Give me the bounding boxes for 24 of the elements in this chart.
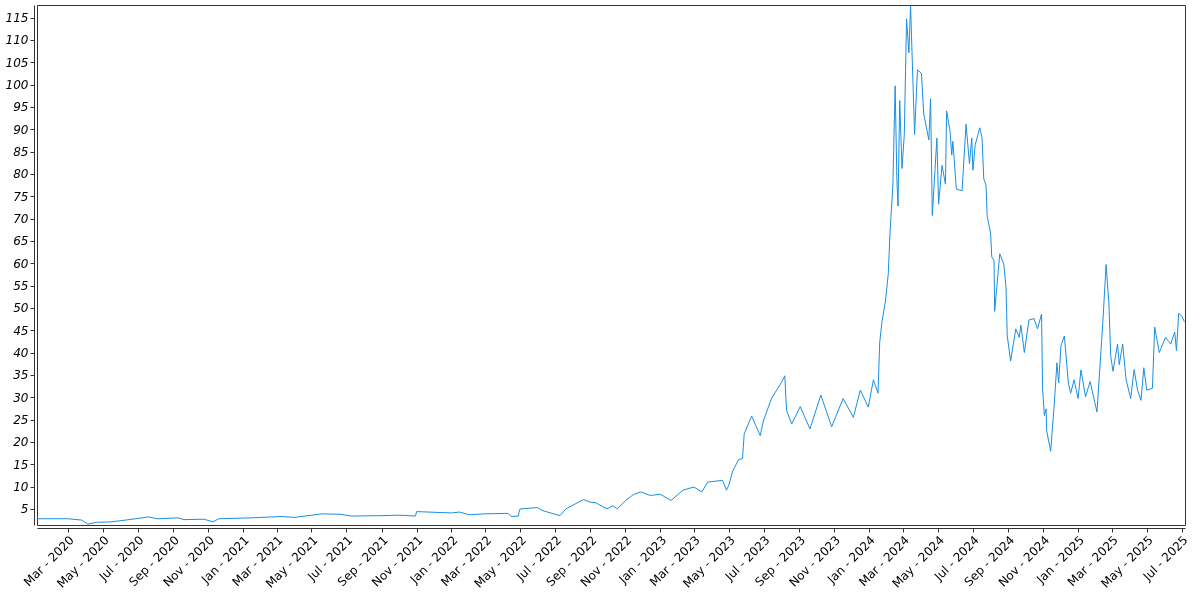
y-tick-label: 80	[13, 167, 29, 182]
y-tick-label: 5	[20, 502, 29, 517]
y-tick-label: 60	[13, 256, 29, 271]
y-tick-label: 85	[13, 145, 29, 160]
y-tick-label: 75	[13, 189, 29, 204]
y-tick-label: 55	[13, 279, 29, 294]
y-tick-label: 50	[13, 301, 29, 316]
y-tick-label: 110	[5, 33, 29, 48]
y-tick-label: 90	[13, 122, 29, 137]
y-tick-label: 115	[5, 11, 29, 26]
y-tick-label: 100	[5, 78, 29, 93]
y-tick-label: 70	[13, 212, 29, 227]
y-tick-label: 40	[13, 346, 29, 361]
y-tick-label: 30	[13, 390, 29, 405]
line-series	[37, 5, 1185, 525]
y-tick-label: 35	[13, 368, 29, 383]
y-tick-label: 10	[13, 480, 29, 495]
y-tick-label: 15	[13, 457, 29, 472]
y-tick-label: 25	[13, 413, 29, 428]
y-tick-label: 20	[13, 435, 29, 450]
y-tick-label: 65	[13, 234, 29, 249]
y-tick-label: 105	[5, 55, 29, 70]
y-tick-label: 45	[13, 323, 29, 338]
y-tick-label: 95	[13, 100, 29, 115]
